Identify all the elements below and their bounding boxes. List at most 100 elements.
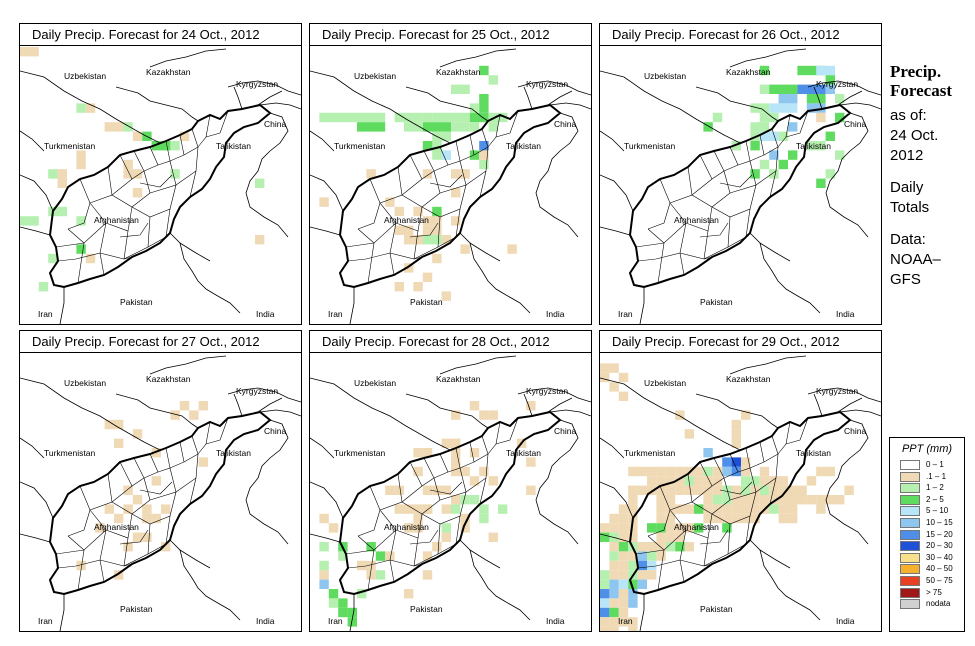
precip-cell: [114, 122, 124, 132]
map-label: Iran: [38, 616, 53, 626]
precip-cell: [441, 523, 451, 533]
country-border: [310, 70, 457, 144]
side-daily-line2: Totals: [890, 199, 930, 216]
province-boundary: [77, 549, 85, 591]
precip-cell: [675, 542, 685, 552]
precip-cell: [628, 485, 638, 495]
country-border: [405, 393, 489, 429]
precip-cell: [647, 476, 657, 486]
province-boundary: [669, 166, 693, 204]
precip-cell: [675, 466, 685, 477]
precip-cell: [600, 607, 610, 618]
precip-cell: [413, 112, 423, 123]
precip-cell: [816, 466, 826, 477]
map-oct26: Uzbekistan Kazakhstan Kyrgyzstan China Turkm…: [600, 48, 881, 324]
country-border: [547, 397, 573, 413]
precip-cell: [114, 513, 124, 524]
province-boundary: [367, 242, 375, 284]
precip-cell: [741, 410, 751, 420]
precip-cell: [451, 216, 461, 226]
precip-cell: [488, 112, 508, 123]
precip-cell: [675, 532, 685, 542]
precip-cell: [741, 495, 751, 505]
country-border: [227, 387, 301, 403]
province-boundary: [77, 242, 85, 284]
precip-cell: [759, 485, 770, 495]
precip-cell: [488, 532, 498, 542]
precip-cell: [769, 103, 798, 113]
precip-cell: [637, 485, 647, 495]
precip-cell: [628, 504, 638, 514]
map-label: China: [264, 119, 286, 129]
precip-cell: [816, 112, 826, 123]
map-label: Uzbekistan: [64, 71, 106, 81]
precip-cell: [609, 523, 619, 533]
map-label: Kyrgyzstan: [526, 386, 568, 396]
province-boundary: [785, 110, 809, 138]
province-boundary: [699, 222, 729, 238]
precip-cell: [825, 131, 835, 141]
map-label: India: [546, 309, 565, 319]
country-border: [310, 226, 341, 236]
map-oct24: Uzbekistan Kazakhstan Kyrgyzstan China Turkm…: [20, 47, 301, 324]
precip-cell: [656, 532, 666, 542]
province-boundary: [99, 559, 105, 583]
precip-cell: [132, 429, 143, 439]
country-border: [169, 539, 217, 603]
precip-cell: [609, 598, 619, 608]
precip-cell: [759, 495, 770, 505]
province-boundary: [711, 150, 725, 180]
precip-cell: [628, 495, 638, 505]
precip-cell: [665, 542, 676, 552]
precip-cell: [609, 607, 619, 618]
precip-cell: [722, 485, 732, 495]
panel-title: Daily Precip. Forecast for 29 Oct., 2012: [600, 331, 881, 353]
map-label: Uzbekistan: [354, 378, 396, 388]
precip-cell: [712, 476, 723, 486]
precip-cell: [618, 523, 629, 533]
precip-cell: [526, 457, 536, 467]
province-boundary: [189, 477, 197, 505]
province-boundary: [711, 491, 757, 525]
precip-cell: [451, 122, 470, 132]
precip-cell: [694, 466, 704, 477]
precip-cell: [759, 476, 770, 486]
legend-item: .1 – 1: [890, 471, 964, 483]
panel-title: Daily Precip. Forecast for 27 Oct., 2012: [20, 331, 301, 353]
precip-cell: [441, 532, 451, 542]
country-border: [813, 86, 823, 110]
country-border: [549, 409, 591, 417]
precip-cell: [422, 551, 433, 561]
precip-cell: [161, 542, 171, 552]
country-border: [549, 102, 591, 110]
precip-cell: [142, 532, 152, 542]
precip-cell: [422, 570, 433, 580]
province-boundary: [347, 529, 397, 569]
province-boundary: [421, 184, 467, 218]
province-boundary: [647, 535, 665, 551]
precip-cell: [665, 513, 676, 524]
precip-cell: [422, 272, 433, 282]
country-border: [310, 437, 335, 459]
map-label: Turkmenistan: [44, 141, 95, 151]
map-label: Turkmenistan: [334, 448, 385, 458]
precip-cell: [404, 263, 414, 273]
precip-cell: [394, 504, 423, 514]
precip-cell: [609, 542, 619, 552]
province-boundary: [647, 228, 665, 244]
precip-cell: [656, 495, 666, 505]
province-boundary: [357, 535, 375, 551]
legend-swatch: [900, 587, 920, 598]
precip-cell: [637, 560, 647, 571]
country-border: [405, 86, 489, 122]
side-title-line1: Precip.: [890, 62, 942, 81]
precip-cell: [151, 513, 161, 524]
precip-cell: [123, 159, 133, 170]
precip-cell: [394, 282, 404, 292]
precip-cell: [104, 504, 114, 514]
legend-label: .1 – 1: [926, 471, 947, 481]
country-border: [837, 397, 863, 413]
precip-cell: [394, 225, 414, 235]
precip-cell: [507, 244, 517, 254]
precip-cell: [600, 617, 610, 627]
